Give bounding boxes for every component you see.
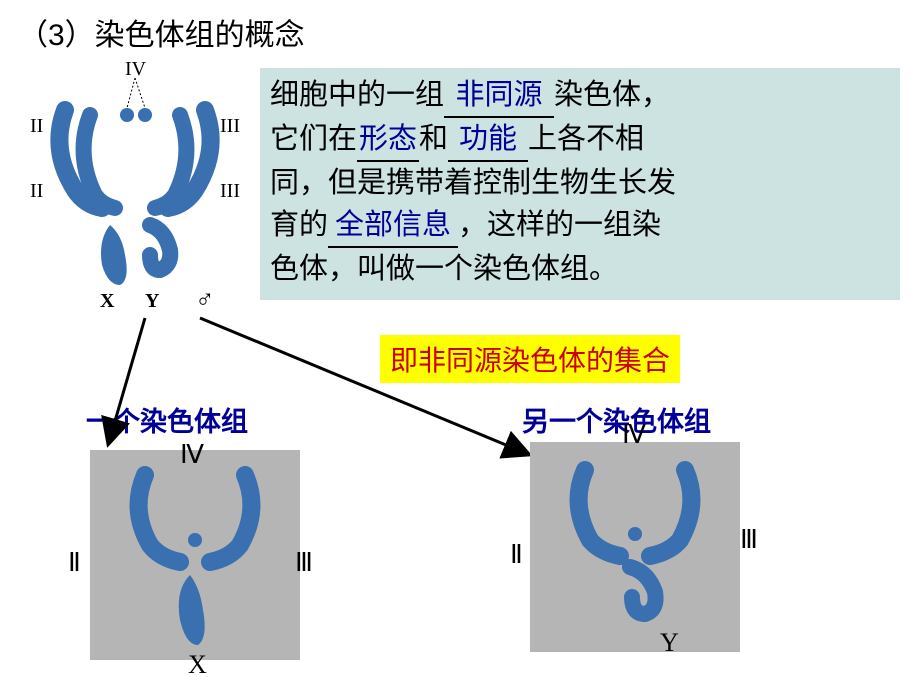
label-II-right: Ⅱ — [510, 540, 523, 570]
label-IV-left: Ⅳ — [180, 440, 204, 470]
label-III-b: III — [220, 180, 240, 203]
def-text: 细胞中的一组 — [270, 79, 444, 111]
blank-1: 非同源 — [444, 74, 554, 118]
label-II-b: II — [30, 180, 43, 203]
label-III-a: III — [220, 115, 240, 138]
label-II-left: Ⅱ — [68, 548, 81, 578]
blank-2: 形态 — [357, 118, 419, 162]
def-text: 育的 — [270, 209, 328, 241]
definition-box: 细胞中的一组非同源染色体， 它们在形态和功能上各不相 同，但是携带着控制生物生长… — [260, 68, 900, 300]
label-X-top: X — [100, 290, 114, 313]
top-chromosome-diagram: IV II II III III X Y ♂ — [30, 60, 240, 320]
left-group-diagram — [90, 450, 300, 660]
right-diagram-svg — [530, 442, 740, 652]
blank-4: 全部信息 — [328, 204, 458, 248]
def-text: 上各不相 — [528, 123, 644, 155]
label-II-a: II — [30, 115, 43, 138]
label-IV-top: IV — [125, 58, 146, 81]
def-text: 和 — [419, 123, 448, 155]
label-III-left: Ⅲ — [295, 548, 313, 578]
right-group-label: 另一个染色体组 — [522, 400, 711, 439]
label-III-right: Ⅲ — [740, 525, 758, 555]
def-text: 它们在 — [270, 123, 357, 155]
top-diagram-svg — [30, 60, 240, 320]
label-IV-right: Ⅳ — [622, 420, 646, 450]
def-text: 同，但是携带着控制生物生长发 — [270, 167, 676, 199]
note-highlight: 即非同源染色体的集合 — [380, 335, 680, 383]
def-text: ，这样的一组染 — [458, 209, 661, 241]
left-group-label: 一个染色体组 — [86, 400, 248, 439]
male-symbol: ♂ — [195, 285, 215, 315]
left-diagram-svg — [90, 450, 300, 660]
def-text: 色体，叫做一个染色体组。 — [270, 253, 618, 285]
blank-3: 功能 — [448, 118, 528, 162]
label-Y-top: Y — [145, 290, 159, 313]
label-Y-right: Y — [660, 628, 679, 658]
section-heading: （3）染色体组的概念 — [18, 10, 305, 54]
label-X-left: X — [188, 650, 207, 680]
def-text: 染色体， — [554, 79, 670, 111]
right-group-diagram — [530, 442, 740, 652]
